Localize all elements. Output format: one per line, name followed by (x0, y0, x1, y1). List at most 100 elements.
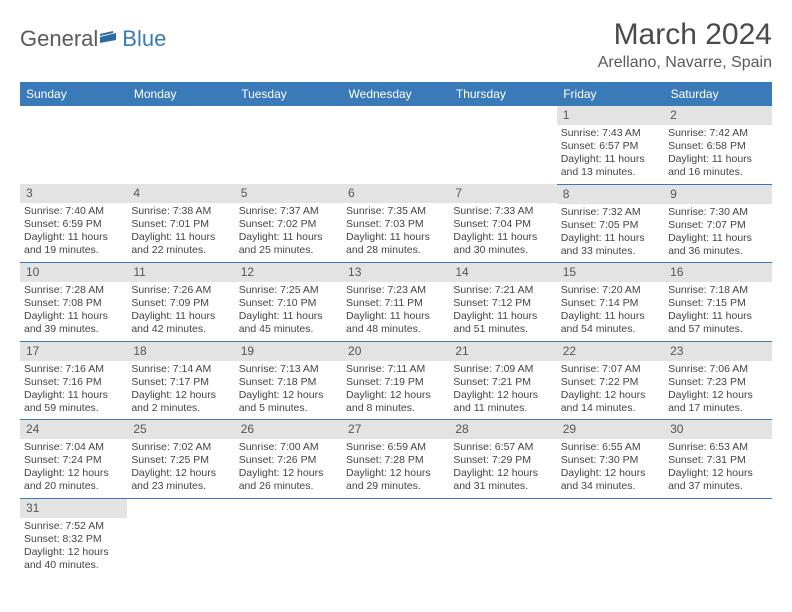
sunset-text: Sunset: 7:14 PM (561, 297, 660, 310)
sunrise-text: Sunrise: 7:25 AM (239, 284, 338, 297)
sunrise-text: Sunrise: 7:04 AM (24, 441, 123, 454)
day-details: Sunrise: 7:02 AMSunset: 7:25 PMDaylight:… (127, 439, 234, 498)
calendar-cell (449, 106, 556, 184)
day-details: Sunrise: 7:32 AMSunset: 7:05 PMDaylight:… (557, 204, 664, 263)
sunrise-text: Sunrise: 7:00 AM (239, 441, 338, 454)
sunrise-text: Sunrise: 7:02 AM (131, 441, 230, 454)
logo: General Blue (20, 26, 166, 52)
day-details: Sunrise: 7:00 AMSunset: 7:26 PMDaylight:… (235, 439, 342, 498)
calendar-cell: 10Sunrise: 7:28 AMSunset: 7:08 PMDayligh… (20, 263, 127, 342)
day-details: Sunrise: 7:42 AMSunset: 6:58 PMDaylight:… (664, 125, 771, 184)
daylight-text: Daylight: 11 hours and 51 minutes. (453, 310, 552, 336)
day-number: 15 (557, 263, 664, 282)
sunset-text: Sunset: 7:28 PM (346, 454, 445, 467)
day-number: 10 (20, 263, 127, 282)
sunrise-text: Sunrise: 7:18 AM (668, 284, 767, 297)
daylight-text: Daylight: 11 hours and 42 minutes. (131, 310, 230, 336)
title-block: March 2024 Arellano, Navarre, Spain (598, 18, 772, 72)
sunset-text: Sunset: 7:22 PM (561, 376, 660, 389)
calendar-week-row: 31Sunrise: 7:52 AMSunset: 8:32 PMDayligh… (20, 498, 772, 576)
sunset-text: Sunset: 8:32 PM (24, 533, 123, 546)
sunset-text: Sunset: 7:03 PM (346, 218, 445, 231)
daylight-text: Daylight: 11 hours and 33 minutes. (561, 232, 660, 258)
day-number: 14 (449, 263, 556, 282)
dayname-thu: Thursday (449, 82, 556, 106)
calendar-cell: 4Sunrise: 7:38 AMSunset: 7:01 PMDaylight… (127, 184, 234, 263)
calendar-cell (664, 498, 771, 576)
daylight-text: Daylight: 11 hours and 48 minutes. (346, 310, 445, 336)
sunrise-text: Sunrise: 7:14 AM (131, 363, 230, 376)
day-number: 24 (20, 420, 127, 439)
day-number: 2 (664, 106, 771, 125)
calendar-week-row: 24 Sunrise: 7:04 AMSunset: 7:24 PM Dayligh… (20, 420, 772, 499)
day-number: 12 (235, 263, 342, 282)
sunrise-text: Sunrise: 7:09 AM (453, 363, 552, 376)
day-details: Sunrise: 6:59 AMSunset: 7:28 PMDaylight:… (342, 439, 449, 498)
day-details: Sunrise: 6:53 AMSunset: 7:31 PMDaylight:… (664, 439, 771, 498)
day-number: 21 (449, 342, 556, 361)
calendar-cell (342, 106, 449, 184)
daylight-text: Daylight: 12 hours and 26 minutes. (239, 467, 338, 493)
flag-icon (100, 30, 120, 51)
sunrise-text: Sunrise: 7:37 AM (239, 205, 338, 218)
sunrise-text: Sunrise: 7:06 AM (668, 363, 767, 376)
daylight-text: Daylight: 12 hours and 17 minutes. (668, 389, 767, 415)
day-number: 13 (342, 263, 449, 282)
calendar-cell: 23Sunrise: 7:06 AMSunset: 7:23 PMDayligh… (664, 341, 771, 420)
day-details: Sunrise: 7:35 AMSunset: 7:03 PMDaylight:… (342, 203, 449, 262)
sunset-text: Sunset: 7:29 PM (453, 454, 552, 467)
sunset-text: Sunset: 6:59 PM (24, 218, 123, 231)
day-number: 4 (127, 184, 234, 203)
day-details: Sunrise: 7:38 AMSunset: 7:01 PMDaylight:… (127, 203, 234, 262)
daylight-text: Daylight: 11 hours and 39 minutes. (24, 310, 123, 336)
daylight-text: Daylight: 12 hours and 8 minutes. (346, 389, 445, 415)
daylight-text: Daylight: 11 hours and 36 minutes. (668, 232, 767, 258)
calendar-cell: 19Sunrise: 7:13 AMSunset: 7:18 PMDayligh… (235, 341, 342, 420)
day-details: Sunrise: 7:07 AMSunset: 7:22 PMDaylight:… (557, 361, 664, 420)
daylight-text: Daylight: 11 hours and 59 minutes. (24, 389, 123, 415)
calendar-cell: 7Sunrise: 7:33 AMSunset: 7:04 PMDaylight… (449, 184, 556, 263)
sunset-text: Sunset: 7:23 PM (668, 376, 767, 389)
dayname-tue: Tuesday (235, 82, 342, 106)
sunrise-text: Sunrise: 7:43 AM (561, 127, 660, 140)
dayname-sun: Sunday (20, 82, 127, 106)
day-details: Sunrise: 7:23 AMSunset: 7:11 PMDaylight:… (342, 282, 449, 341)
calendar-cell: 20Sunrise: 7:11 AMSunset: 7:19 PMDayligh… (342, 341, 449, 420)
dayname-fri: Friday (557, 82, 664, 106)
day-details: Sunrise: 7:26 AMSunset: 7:09 PMDaylight:… (127, 282, 234, 341)
day-number: 31 (20, 499, 127, 518)
day-number: 6 (342, 184, 449, 203)
daylight-text: Daylight: 11 hours and 22 minutes. (131, 231, 230, 257)
sunrise-text: Sunrise: 7:07 AM (561, 363, 660, 376)
sunrise-text: Sunrise: 7:40 AM (24, 205, 123, 218)
calendar-cell: 30Sunrise: 6:53 AMSunset: 7:31 PMDayligh… (664, 420, 771, 499)
calendar-cell: 22Sunrise: 7:07 AMSunset: 7:22 PMDayligh… (557, 341, 664, 420)
sunset-text: Sunset: 7:24 PM (24, 454, 123, 467)
calendar-cell: 9Sunrise: 7:30 AMSunset: 7:07 PMDaylight… (664, 184, 771, 263)
day-details: Sunrise: 7:11 AMSunset: 7:19 PMDaylight:… (342, 361, 449, 420)
day-number: 7 (449, 184, 556, 203)
daylight-text: Daylight: 11 hours and 25 minutes. (239, 231, 338, 257)
calendar-cell: 1Sunrise: 7:43 AMSunset: 6:57 PMDaylight… (557, 106, 664, 184)
calendar-cell: 21Sunrise: 7:09 AMSunset: 7:21 PMDayligh… (449, 341, 556, 420)
daylight-text: Daylight: 12 hours and 2 minutes. (131, 389, 230, 415)
day-number: 16 (664, 263, 771, 282)
calendar-cell (449, 498, 556, 576)
dayname-row: Sunday Monday Tuesday Wednesday Thursday… (20, 82, 772, 106)
sunset-text: Sunset: 6:58 PM (668, 140, 767, 153)
month-title: March 2024 (598, 18, 772, 52)
day-number: 26 (235, 420, 342, 439)
day-details: Sunrise: 7:28 AMSunset: 7:08 PMDaylight:… (20, 282, 127, 341)
calendar-cell (235, 498, 342, 576)
sunrise-text: Sunrise: 7:21 AM (453, 284, 552, 297)
daylight-text: Daylight: 12 hours and 29 minutes. (346, 467, 445, 493)
sunset-text: Sunset: 7:31 PM (668, 454, 767, 467)
day-number: 23 (664, 342, 771, 361)
sunrise-text: Sunrise: 7:23 AM (346, 284, 445, 297)
day-details: Sunrise: 7:52 AMSunset: 8:32 PMDaylight:… (20, 518, 127, 577)
day-number: 30 (664, 420, 771, 439)
sunrise-text: Sunrise: 6:55 AM (561, 441, 660, 454)
sunset-text: Sunset: 7:15 PM (668, 297, 767, 310)
sunset-text: Sunset: 7:02 PM (239, 218, 338, 231)
day-details: Sunrise: 7:06 AMSunset: 7:23 PMDaylight:… (664, 361, 771, 420)
